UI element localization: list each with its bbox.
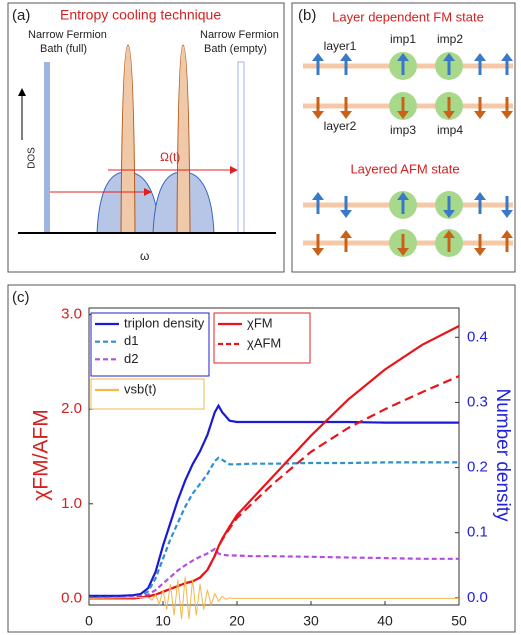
- arrow-head: [501, 53, 513, 61]
- bath-label: Narrow Fermion: [28, 29, 107, 41]
- impurity-peak: [176, 44, 191, 234]
- arrow-head: [443, 53, 455, 61]
- empty-bath: [237, 61, 245, 234]
- y2-tick-label: 0.4: [467, 328, 488, 345]
- panel-label: (b): [298, 7, 316, 24]
- x-axis-label: ω: [140, 249, 149, 263]
- y-axis-label: χFM/AFM: [30, 409, 53, 501]
- arrow-head: [340, 53, 352, 61]
- arrow-head: [230, 166, 238, 174]
- series-line: [89, 456, 459, 599]
- arrow-head: [340, 111, 352, 119]
- arrow-head: [312, 111, 324, 119]
- arrow-head: [443, 230, 455, 238]
- panel-title: Entropy cooling technique: [60, 7, 221, 23]
- x-tick-label: 20: [229, 613, 245, 629]
- arrow-head: [474, 53, 486, 61]
- panel-a: (a) Entropy cooling technique Narrow Fer…: [12, 7, 279, 263]
- arrow-head: [340, 230, 352, 238]
- arrow-head: [443, 210, 455, 218]
- arrow-head: [397, 111, 409, 119]
- bath-label: Narrow Fermion: [200, 29, 279, 41]
- panel-title: Layer dependent FM state: [332, 9, 484, 24]
- x-tick-label: 50: [451, 613, 467, 629]
- legend-box: [213, 312, 311, 364]
- y2-tick-label: 0.2: [467, 459, 488, 476]
- arrow-head: [144, 188, 152, 196]
- series-line: [88, 576, 459, 620]
- arrow-head: [312, 248, 324, 256]
- arrow-head: [501, 210, 513, 218]
- layer-label: layer2: [324, 119, 357, 133]
- arrow-head: [501, 230, 513, 238]
- layer-label: layer1: [324, 39, 357, 53]
- arrow-head: [443, 111, 455, 119]
- panel-label: (c): [12, 289, 30, 306]
- arrow-head: [312, 192, 324, 200]
- arrow-head: [474, 192, 486, 200]
- series-line: [89, 375, 460, 600]
- x-tick-label: 40: [377, 613, 393, 629]
- bath-label: Bath (full): [40, 43, 87, 55]
- plot-frame: [88, 307, 460, 606]
- arrow-head: [474, 111, 486, 119]
- arrow-head: [474, 248, 486, 256]
- panel-a-frame: [7, 2, 285, 273]
- legend-label: triplon density: [124, 315, 205, 330]
- arrow-head: [397, 192, 409, 200]
- panel-label: (a): [12, 7, 30, 24]
- panel-b-frame: [291, 2, 516, 273]
- y-tick-label: 2.0: [61, 400, 82, 417]
- y2-tick-label: 0.0: [467, 589, 488, 606]
- arrow-head: [501, 111, 513, 119]
- legend-label: vsb(t): [124, 381, 157, 396]
- y2-axis-label: Number density: [492, 388, 513, 522]
- legend-box: [90, 378, 205, 410]
- series-line: [89, 403, 459, 597]
- legend-label: χAFM: [247, 335, 281, 350]
- arrow-head: [397, 53, 409, 61]
- imp-label: imp4: [437, 123, 463, 137]
- impurity-peak: [120, 44, 136, 234]
- series-line: [89, 547, 459, 599]
- legend-label: d2: [124, 351, 138, 366]
- panel-b: (b) Layer dependent FM state layer1 imp1…: [298, 7, 513, 257]
- bath-label: Bath (empty): [204, 43, 267, 55]
- y-axis-label: DOS: [27, 147, 38, 169]
- imp-label: imp2: [437, 32, 463, 46]
- y-tick-label: 1.0: [61, 495, 82, 512]
- legend-label: χFM: [247, 315, 273, 330]
- arrow-head: [312, 53, 324, 61]
- arrow-head: [18, 88, 26, 96]
- imp-label: imp1: [390, 32, 416, 46]
- legend-label: d1: [124, 333, 138, 348]
- panel-title: Layered AFM state: [350, 161, 459, 176]
- y2-tick-label: 0.1: [467, 524, 488, 541]
- arrow-head: [340, 210, 352, 218]
- x-tick-label: 0: [85, 613, 93, 629]
- imp-label: imp3: [390, 123, 416, 137]
- full-bath: [44, 62, 50, 233]
- panel-c-frame: [7, 284, 516, 633]
- y2-tick-label: 0.3: [467, 393, 488, 410]
- arrow-label: Ω(t): [160, 150, 180, 164]
- x-tick-label: 30: [303, 613, 319, 629]
- x-tick-label: 10: [155, 613, 171, 629]
- y-tick-label: 3.0: [61, 306, 82, 323]
- arrow-head: [397, 248, 409, 256]
- y-tick-label: 0.0: [61, 589, 82, 606]
